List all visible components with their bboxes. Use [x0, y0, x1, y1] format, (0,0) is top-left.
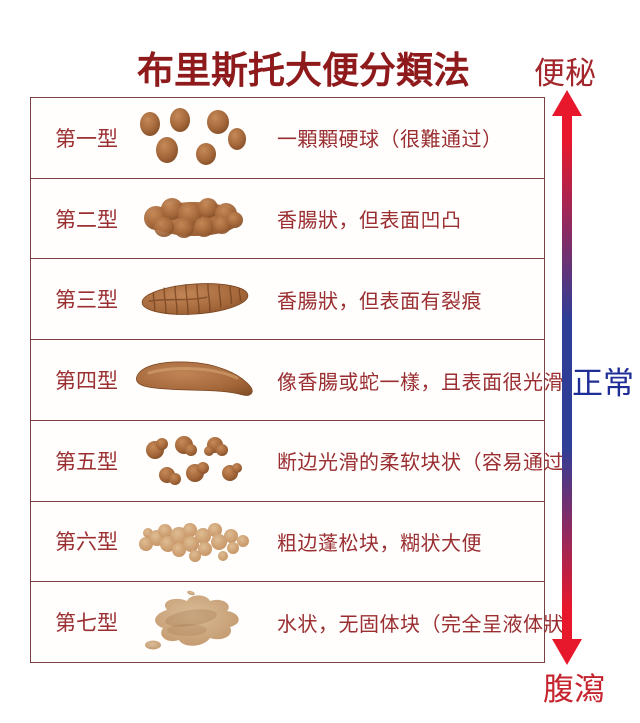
type-3-description: 香腸狀，但表面有裂痕 — [277, 290, 482, 313]
constipation-label: 便秘 — [534, 56, 596, 91]
type-7-illustration-watery-liquid — [129, 589, 261, 655]
type-5-illustration-soft-blobs — [129, 428, 261, 494]
severity-gradient-arrow — [552, 90, 582, 665]
type-6-label: 第六型 — [55, 531, 118, 555]
type-1-description: 一顆顆硬球（很難通过） — [277, 129, 503, 152]
type-2-description: 香腸狀，但表面凹凸 — [277, 210, 462, 233]
type-6-description: 粗边蓬松块，糊状大便 — [277, 532, 482, 555]
type-1-label: 第一型 — [55, 127, 118, 151]
table-row-type-3: 第三型 — [31, 259, 544, 341]
type-7-description: 水状，无固体块（完全呈液体狀） — [277, 613, 585, 636]
table-row-type-6: 第六型 粗边蓬松块，糊状大便 — [31, 502, 544, 583]
normal-label: 正常 — [572, 366, 634, 401]
page-title: 布里斯托大便分類法 — [137, 50, 470, 91]
table-row-type-5: 第五型 断边光滑的柔软块状（容易通过） — [31, 421, 584, 502]
type-3-illustration-cracked-sausage — [129, 266, 261, 332]
table-row-type-4: 第四型 像香腸或蛇一樣，且表面很光滑 — [31, 340, 564, 421]
table-row-type-7: 第七型 水状，无固体块（完全呈液体狀） — [31, 582, 584, 662]
type-4-illustration-smooth-sausage — [129, 347, 261, 413]
type-1-illustration-separate-hard-lumps — [129, 105, 261, 171]
type-2-illustration-lumpy-sausage — [129, 186, 261, 252]
type-5-description: 断边光滑的柔软块状（容易通过） — [277, 452, 585, 475]
stool-type-table: 第一型 一顆顆硬球（很難通过） 第二型 — [30, 97, 584, 663]
table-row-type-2: 第二型 香腸狀，但表面凹凸 — [31, 179, 544, 260]
table-row-type-1: 第一型 一顆顆硬球（很難通过） — [31, 98, 544, 179]
type-4-label: 第四型 — [55, 370, 118, 394]
type-3-label: 第三型 — [55, 289, 118, 313]
diarrhea-label: 腹瀉 — [543, 672, 605, 707]
type-4-description: 像香腸或蛇一樣，且表面很光滑 — [277, 371, 564, 394]
type-5-label: 第五型 — [55, 450, 118, 474]
type-6-illustration-mushy-pieces — [129, 508, 261, 574]
type-7-label: 第七型 — [55, 612, 118, 636]
type-2-label: 第二型 — [55, 208, 118, 232]
